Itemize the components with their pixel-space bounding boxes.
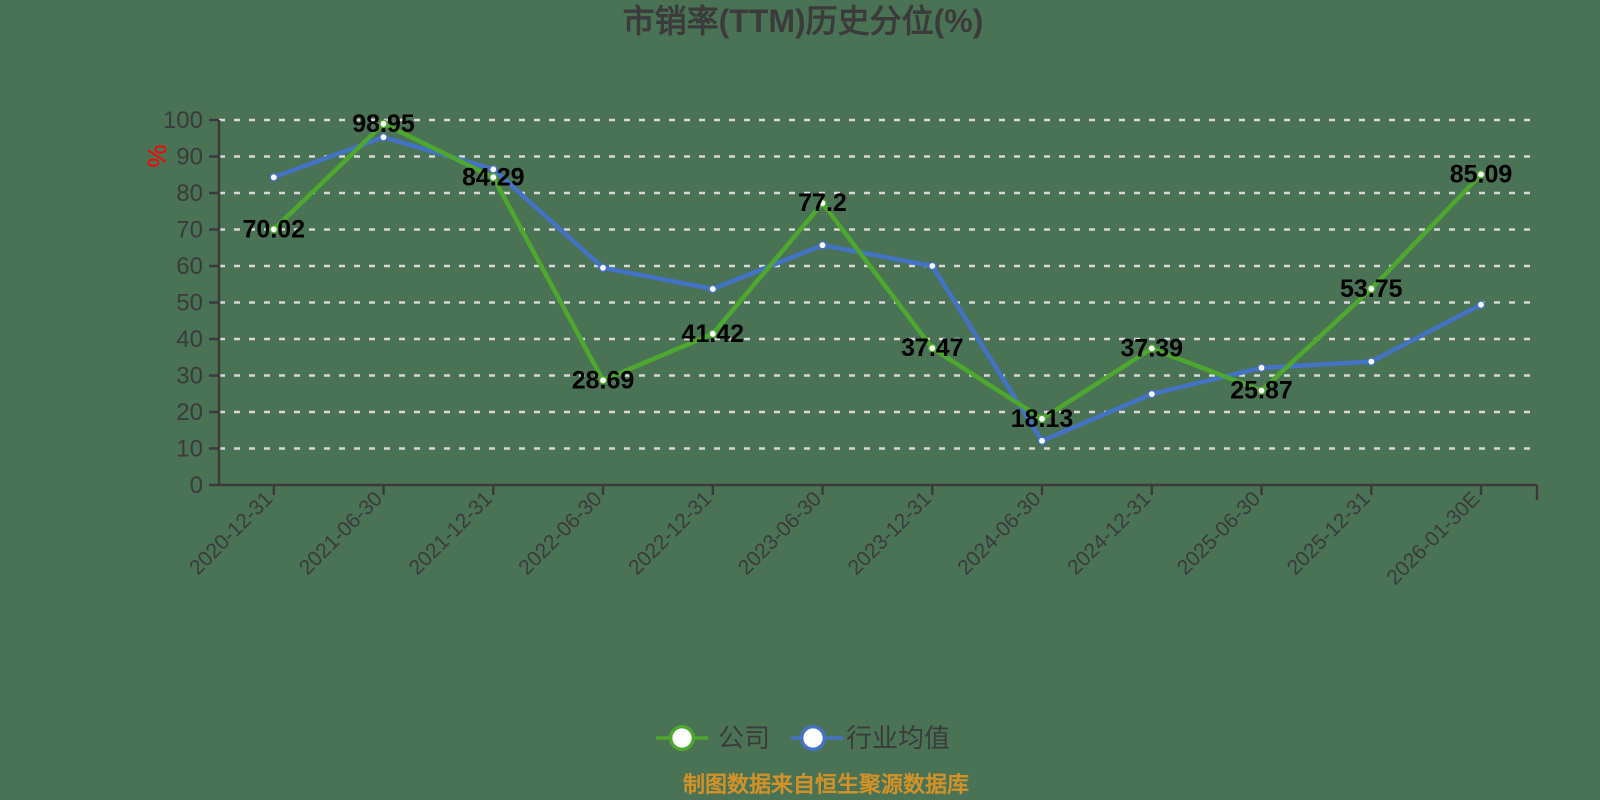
svg-text:53.75: 53.75 bbox=[1340, 275, 1403, 303]
svg-text:50: 50 bbox=[176, 290, 203, 317]
svg-text:85.09: 85.09 bbox=[1450, 160, 1513, 188]
svg-text:市销率(TTM)历史分位(%): 市销率(TTM)历史分位(%) bbox=[623, 3, 984, 39]
svg-text:90: 90 bbox=[176, 144, 203, 171]
svg-text:0: 0 bbox=[190, 472, 203, 499]
svg-text:28.69: 28.69 bbox=[572, 366, 635, 394]
svg-text:制图数据来自恒生聚源数据库: 制图数据来自恒生聚源数据库 bbox=[683, 772, 969, 797]
svg-text:70: 70 bbox=[176, 217, 203, 244]
svg-text:20: 20 bbox=[176, 399, 203, 426]
svg-text:98.95: 98.95 bbox=[352, 110, 415, 138]
svg-text:84.29: 84.29 bbox=[462, 163, 525, 191]
svg-text:公司: 公司 bbox=[718, 723, 770, 753]
svg-text:37.39: 37.39 bbox=[1121, 335, 1184, 363]
svg-text:30: 30 bbox=[176, 363, 203, 390]
svg-text:41.42: 41.42 bbox=[682, 320, 745, 348]
svg-text:40: 40 bbox=[176, 326, 203, 353]
svg-text:行业均值: 行业均值 bbox=[846, 723, 950, 753]
svg-text:70.02: 70.02 bbox=[243, 215, 306, 243]
svg-text:18.13: 18.13 bbox=[1011, 405, 1074, 433]
svg-text:60: 60 bbox=[176, 253, 203, 280]
svg-text:25.87: 25.87 bbox=[1230, 377, 1293, 405]
svg-text:100: 100 bbox=[163, 107, 203, 134]
svg-text:37.47: 37.47 bbox=[901, 334, 964, 362]
svg-text:80: 80 bbox=[176, 180, 203, 207]
svg-text:77.2: 77.2 bbox=[798, 189, 847, 217]
svg-text:%: % bbox=[142, 144, 172, 167]
svg-text:10: 10 bbox=[176, 436, 203, 463]
